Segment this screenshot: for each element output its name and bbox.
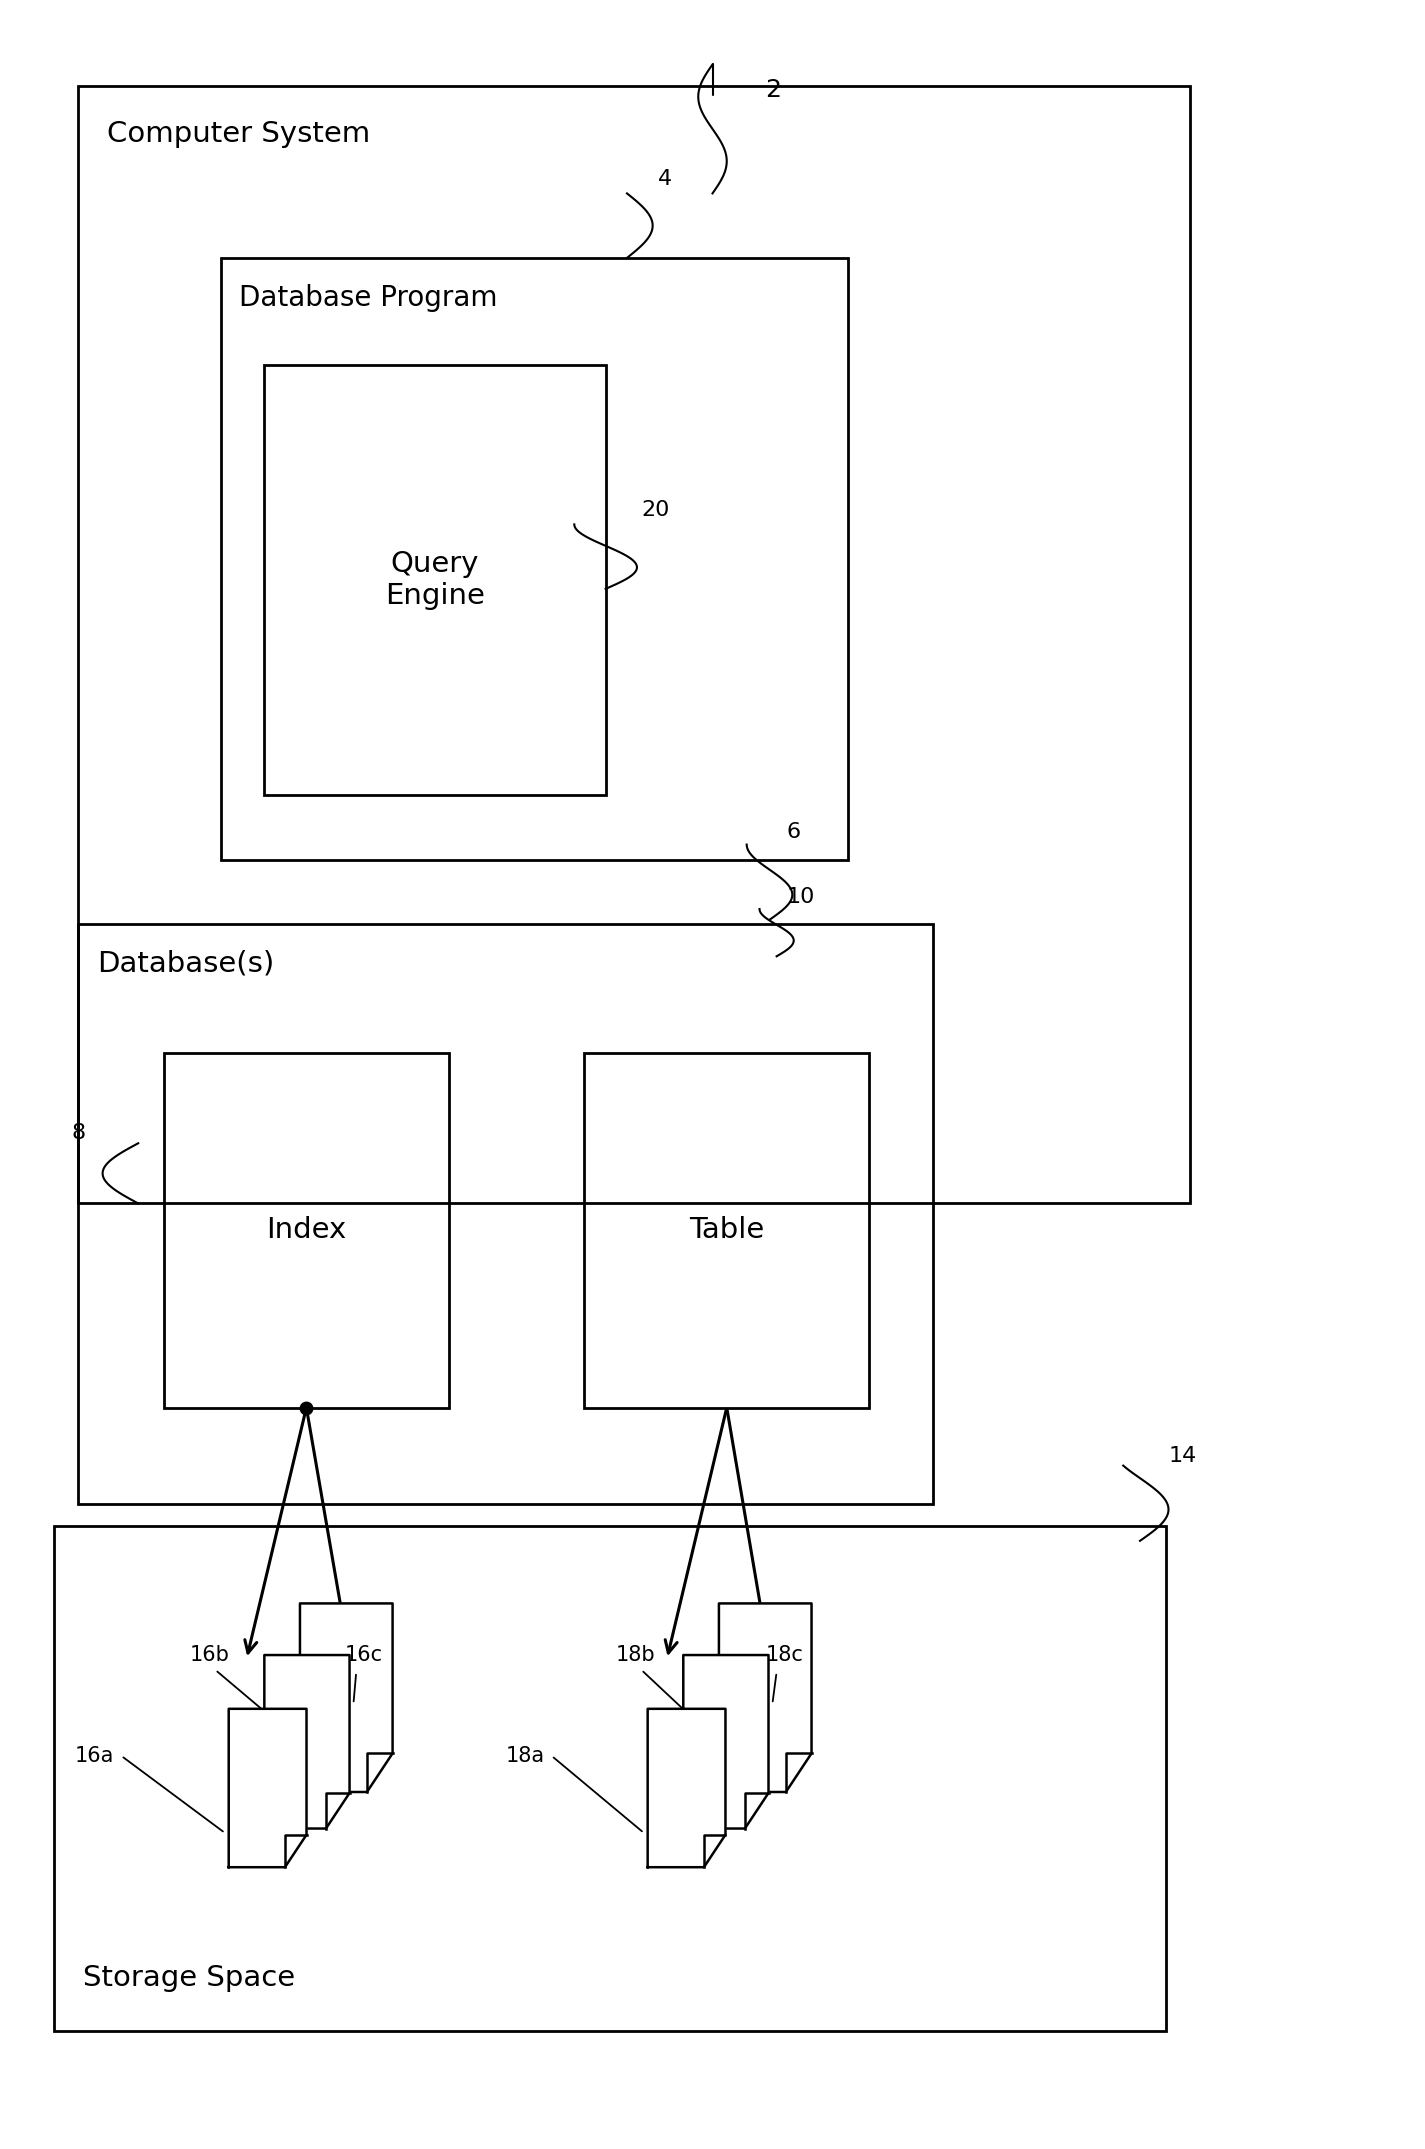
Text: 4: 4 [658, 170, 673, 189]
Text: 2: 2 [765, 77, 781, 103]
Text: Query
Engine: Query Engine [385, 550, 484, 610]
Polygon shape [684, 1655, 768, 1829]
Bar [164, 1053, 449, 1408]
Polygon shape [647, 1708, 725, 1867]
Text: Index: Index [266, 1216, 346, 1244]
Text: 10: 10 [787, 888, 815, 907]
Text: 14: 14 [1168, 1446, 1197, 1466]
Text: 18a: 18a [506, 1745, 544, 1766]
Polygon shape [228, 1708, 306, 1867]
Text: Storage Space: Storage Space [83, 1964, 295, 1992]
Bar [264, 365, 606, 795]
Bar [54, 1526, 1166, 2031]
Text: Table: Table [690, 1216, 764, 1244]
Bar [78, 86, 1190, 1203]
Text: 16c: 16c [345, 1646, 383, 1665]
Text: 20: 20 [641, 501, 670, 520]
Bar [221, 258, 848, 860]
Bar [584, 1053, 869, 1408]
Text: 16b: 16b [190, 1646, 229, 1665]
Polygon shape [720, 1603, 812, 1792]
Polygon shape [301, 1603, 393, 1792]
Text: 18c: 18c [765, 1646, 804, 1665]
Text: 6: 6 [787, 823, 801, 842]
Text: Computer System: Computer System [107, 120, 370, 148]
Polygon shape [264, 1655, 349, 1829]
Text: 16a: 16a [74, 1745, 114, 1766]
Text: 8: 8 [71, 1124, 86, 1143]
Text: Database(s): Database(s) [97, 950, 274, 978]
Text: 18b: 18b [616, 1646, 656, 1665]
Text: Database Program: Database Program [239, 284, 497, 312]
Bar [78, 924, 933, 1504]
